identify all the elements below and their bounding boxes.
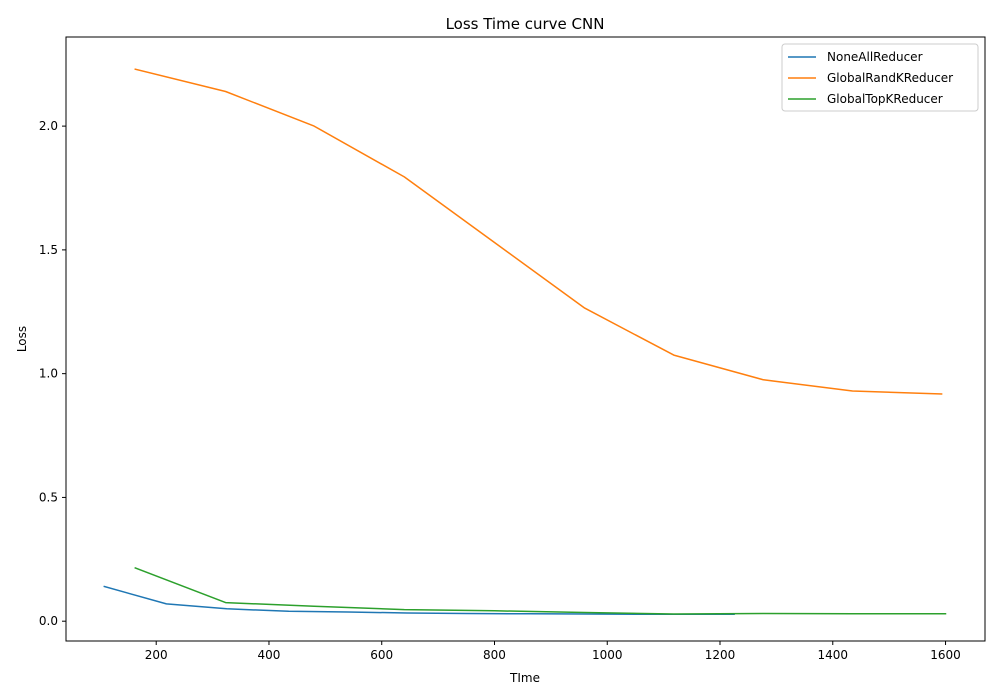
legend-label: NoneAllReducer <box>827 50 923 64</box>
x-tick-label: 600 <box>370 648 393 662</box>
legend: NoneAllReducer GlobalRandKReducer GlobalTo… <box>781 43 979 112</box>
legend-label: GlobalRandKReducer <box>827 71 953 85</box>
x-tick-label: 400 <box>258 648 281 662</box>
series-layer <box>103 68 947 616</box>
legend-items: NoneAllReducer GlobalRandKReducer GlobalTo… <box>788 50 953 106</box>
y-tick-label: 1.5 <box>39 243 58 257</box>
series-line-noneallreducer <box>103 585 735 616</box>
y-tick-label: 0.0 <box>39 614 58 628</box>
y-tick-label: 2.0 <box>39 119 58 133</box>
plot-frame <box>65 36 986 642</box>
x-tick-label: 1000 <box>592 648 623 662</box>
x-tick-label: 1400 <box>817 648 848 662</box>
y-axis-ticks: 0.0 0.5 1.0 1.5 2.0 <box>39 119 66 628</box>
y-tick-label: 1.0 <box>39 367 58 381</box>
plot-area <box>65 36 986 642</box>
y-tick-label: 0.5 <box>39 490 58 504</box>
x-tick-label: 200 <box>145 648 168 662</box>
series-line-globaltopkreducer <box>134 567 947 615</box>
x-axis-label: TIme <box>509 671 540 685</box>
legend-label: GlobalTopKReducer <box>827 92 943 106</box>
x-axis-ticks: 200 400 600 800 1000 1200 1400 1600 <box>145 641 961 662</box>
chart-title: Loss Time curve CNN <box>446 15 605 33</box>
x-tick-label: 800 <box>483 648 506 662</box>
x-tick-label: 1200 <box>705 648 736 662</box>
y-axis-label: Loss <box>15 326 29 352</box>
legend-box <box>781 43 979 112</box>
series-line-globalrandkreducer <box>134 68 943 395</box>
x-tick-label: 1600 <box>930 648 961 662</box>
